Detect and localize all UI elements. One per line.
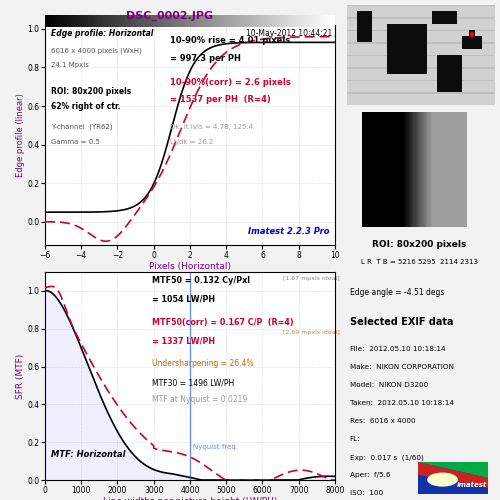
Y-axis label: Edge profile (linear): Edge profile (linear) bbox=[16, 93, 24, 177]
Text: Model:  NIKON D3200: Model: NIKON D3200 bbox=[350, 382, 428, 388]
Text: MTF50(corr) = 0.167 C/P  (R=4): MTF50(corr) = 0.167 C/P (R=4) bbox=[152, 318, 294, 327]
Text: FL:: FL: bbox=[350, 436, 360, 442]
Text: Aper:  f/5.6: Aper: f/5.6 bbox=[350, 472, 390, 478]
Text: Undersharpening = 26.4%: Undersharpening = 26.4% bbox=[152, 360, 254, 368]
Text: DSC_0002.JPG: DSC_0002.JPG bbox=[126, 11, 214, 22]
Text: Taken:  2012.05.10 10:18:14: Taken: 2012.05.10 10:18:14 bbox=[350, 400, 454, 406]
X-axis label: Pixels (Horizontal): Pixels (Horizontal) bbox=[149, 262, 231, 272]
Text: Make:  NIKON CORPORATION: Make: NIKON CORPORATION bbox=[350, 364, 454, 370]
Text: Nyquist freq.: Nyquist freq. bbox=[193, 444, 238, 450]
Text: Exp:  0.017 s  (1/60): Exp: 0.017 s (1/60) bbox=[350, 454, 424, 460]
Text: [2.69 mpxls ideal]: [2.69 mpxls ideal] bbox=[283, 330, 340, 335]
Text: 6016 x 4000 pixels (WxH): 6016 x 4000 pixels (WxH) bbox=[51, 47, 142, 54]
Text: Edge profile: Horizontal: Edge profile: Horizontal bbox=[51, 30, 153, 38]
X-axis label: Line widths per picture height (LW/PH): Line widths per picture height (LW/PH) bbox=[103, 498, 277, 500]
Text: MTF50 = 0.132 Cy/Pxl: MTF50 = 0.132 Cy/Pxl bbox=[152, 276, 250, 285]
Text: ROI: 80x200 pixels: ROI: 80x200 pixels bbox=[372, 240, 466, 249]
Text: = 1054 LW/PH: = 1054 LW/PH bbox=[152, 295, 216, 304]
Text: Selected EXIF data: Selected EXIF data bbox=[350, 317, 453, 327]
Circle shape bbox=[427, 472, 458, 486]
Text: 10-May-2012 10:44:21: 10-May-2012 10:44:21 bbox=[246, 30, 332, 38]
Text: MTF at Nyquist = 0.0219: MTF at Nyquist = 0.0219 bbox=[152, 394, 248, 404]
Text: Gamma = 0.5: Gamma = 0.5 bbox=[51, 140, 100, 145]
Text: 10-90%(corr) = 2.6 pixels: 10-90%(corr) = 2.6 pixels bbox=[170, 78, 290, 87]
Text: Y-channel  (YR62): Y-channel (YR62) bbox=[51, 124, 112, 130]
Text: Edge angle = -4.51 degs: Edge angle = -4.51 degs bbox=[350, 288, 444, 296]
Text: Lt/dk = 26.2: Lt/dk = 26.2 bbox=[170, 140, 213, 145]
Text: = 1337 LW/PH: = 1337 LW/PH bbox=[152, 336, 216, 345]
Text: ROI: 80x200 pixels: ROI: 80x200 pixels bbox=[51, 86, 131, 96]
Text: Dk, lt lvls = 4.78, 125.4: Dk, lt lvls = 4.78, 125.4 bbox=[170, 124, 252, 130]
Polygon shape bbox=[418, 462, 488, 478]
Text: 62% right of ctr.: 62% right of ctr. bbox=[51, 102, 120, 111]
Text: Imatest: Imatest bbox=[456, 482, 487, 488]
Text: MTF30 = 1496 LW/PH: MTF30 = 1496 LW/PH bbox=[152, 378, 234, 387]
Text: 10-90% rise = 4.01 pixels: 10-90% rise = 4.01 pixels bbox=[170, 36, 290, 45]
Text: File:  2012.05.10 10:18:14: File: 2012.05.10 10:18:14 bbox=[350, 346, 446, 352]
Text: MTF: Horizontal: MTF: Horizontal bbox=[51, 450, 126, 459]
Text: ISO:  100: ISO: 100 bbox=[350, 490, 383, 496]
Text: L R  T B = 5216 5295  2114 2313: L R T B = 5216 5295 2114 2313 bbox=[361, 258, 478, 264]
Text: 24.1 Mpxls: 24.1 Mpxls bbox=[51, 62, 88, 68]
Text: = 1537 per PH  (R=4): = 1537 per PH (R=4) bbox=[170, 96, 270, 104]
Y-axis label: SFR (MTF): SFR (MTF) bbox=[16, 354, 24, 399]
Text: [1.67 mpxls ideal]: [1.67 mpxls ideal] bbox=[283, 276, 340, 281]
Text: = 997.3 per PH: = 997.3 per PH bbox=[170, 54, 240, 62]
Text: Res:  6016 x 4000: Res: 6016 x 4000 bbox=[350, 418, 416, 424]
Polygon shape bbox=[418, 462, 488, 487]
Text: Imatest 2.2.3 Pro: Imatest 2.2.3 Pro bbox=[248, 227, 329, 236]
